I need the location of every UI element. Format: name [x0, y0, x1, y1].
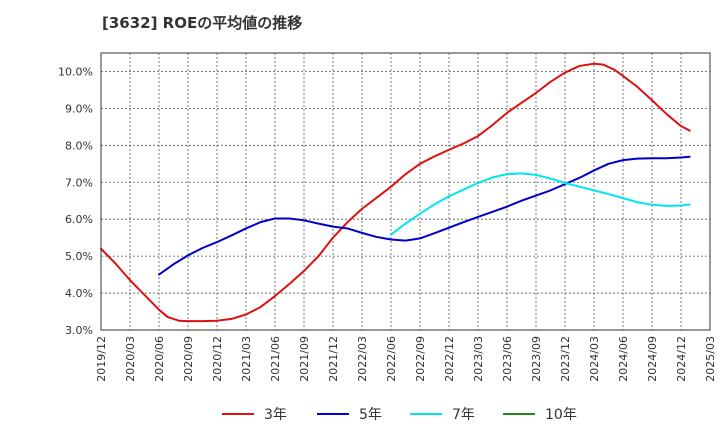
series-line-5年	[158, 155, 691, 276]
series-line-3年	[100, 62, 691, 323]
y-tick-label: 4.0%	[65, 287, 93, 300]
y-axis-ticks: 3.0% 4.0% 5.0% 6.0% 7.0% 8.0% 9.0% 10.0%	[58, 65, 93, 337]
y-tick-label: 6.0%	[65, 213, 93, 226]
x-tick-label: 2023/06	[501, 336, 514, 382]
x-tick-label: 2024/06	[617, 336, 630, 382]
x-tick-label: 2022/12	[443, 336, 456, 382]
x-tick-label: 2025/03	[704, 336, 717, 382]
x-axis-ticks: 2019/12 2020/03 2020/06 2020/09 2020/12 2021/…	[95, 336, 717, 382]
x-tick-label: 2022/06	[385, 336, 398, 382]
x-tick-label: 2023/09	[530, 336, 543, 382]
x-tick-label: 2021/12	[327, 336, 340, 382]
series-line-7年	[390, 172, 691, 236]
y-tick-label: 8.0%	[65, 139, 93, 152]
y-tick-label: 3.0%	[65, 324, 93, 337]
x-tick-label: 2021/03	[240, 336, 253, 382]
x-tick-label: 2024/09	[646, 336, 659, 382]
x-tick-label: 2023/03	[472, 336, 485, 382]
x-tick-label: 2022/09	[414, 336, 427, 382]
x-tick-label: 2020/06	[153, 336, 166, 382]
x-tick-label: 2024/03	[588, 336, 601, 382]
x-tick-label: 2022/03	[356, 336, 369, 382]
legend-label: 10年	[545, 407, 577, 423]
legend-label: 7年	[452, 407, 475, 423]
y-tick-label: 7.0%	[65, 176, 93, 189]
legend-label: 3年	[264, 407, 287, 423]
series-lines	[100, 62, 691, 323]
x-tick-label: 2021/09	[298, 336, 311, 382]
y-tick-label: 9.0%	[65, 102, 93, 115]
x-tick-label: 2020/03	[124, 336, 137, 382]
y-tick-label: 5.0%	[65, 250, 93, 263]
plot-area	[101, 53, 710, 330]
x-tick-label: 2020/12	[211, 336, 224, 382]
chart-title: [3632] ROEの平均値の推移	[102, 14, 303, 32]
x-tick-label: 2023/12	[559, 336, 572, 382]
legend-label: 5年	[359, 407, 382, 423]
x-tick-label: 2021/06	[269, 336, 282, 382]
x-tick-label: 2024/12	[675, 336, 688, 382]
plot-frame	[100, 52, 711, 331]
y-tick-label: 10.0%	[58, 65, 93, 78]
legend: 3年 5年 7年 10年	[222, 407, 577, 423]
x-tick-label: 2020/09	[182, 336, 195, 382]
x-tick-label: 2019/12	[95, 336, 108, 382]
